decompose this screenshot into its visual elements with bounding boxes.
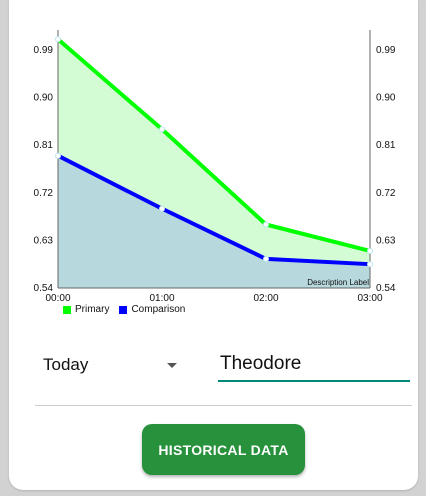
legend-item-comparison: Comparison	[119, 304, 185, 315]
legend-label-comparison: Comparison	[131, 304, 186, 315]
series-line-0	[56, 37, 371, 253]
data-point-0-0	[55, 36, 61, 43]
data-point-1-0	[55, 152, 61, 159]
data-point-0-3	[367, 247, 373, 254]
x-tick-2: 02:00	[253, 293, 278, 304]
y-tick-right-2: 0.81	[376, 140, 396, 151]
data-point-0-1	[159, 126, 165, 133]
y-tick-right-1: 0.90	[376, 93, 396, 104]
legend-swatch-primary	[63, 305, 71, 314]
description-label: Description Label	[307, 278, 369, 287]
name-input[interactable]	[218, 350, 410, 382]
data-point-0-2	[263, 221, 269, 228]
historical-data-button[interactable]: HISTORICAL DATA	[142, 424, 305, 475]
chart-legend: Primary Comparison	[63, 304, 191, 315]
period-dropdown[interactable]: Today	[43, 352, 183, 378]
y-tick-left-4: 0.63	[34, 235, 54, 246]
data-point-1-2	[263, 255, 269, 262]
data-point-1-1	[159, 205, 165, 212]
x-tick-3: 03:00	[357, 293, 382, 304]
y-tick-right-5: 0.54	[376, 283, 396, 294]
legend-label-primary: Primary	[75, 304, 110, 315]
y-tick-left-2: 0.81	[34, 140, 54, 151]
area-fill-1	[58, 155, 370, 288]
series-line-1	[57, 153, 371, 267]
x-tick-0: 00:00	[45, 293, 70, 304]
y-tick-left-1: 0.90	[34, 93, 54, 104]
y-tick-right-4: 0.63	[376, 235, 396, 246]
line-chart: 0.99 0.99 0.90 0.90 0.81 0.81 0.72 0.72 0.63 0.63…	[34, 30, 396, 304]
y-tick-right-3: 0.72	[376, 188, 396, 199]
divider	[35, 405, 412, 406]
period-dropdown-value: Today	[43, 355, 89, 374]
y-tick-right-0: 0.99	[376, 45, 396, 56]
y-tick-left-3: 0.72	[34, 188, 54, 199]
legend-item-primary: Primary	[63, 304, 109, 315]
main-card: 0.99 0.99 0.90 0.90 0.81 0.81 0.72 0.72 0.63 0.63…	[9, 0, 418, 490]
data-point-1-3	[367, 261, 373, 268]
y-tick-left-0: 0.99	[34, 45, 54, 56]
dropdown-arrow-icon	[167, 362, 177, 368]
legend-swatch-comparison	[119, 305, 128, 314]
x-tick-1: 01:00	[149, 293, 174, 304]
y-tick-left-5: 0.54	[34, 283, 54, 294]
